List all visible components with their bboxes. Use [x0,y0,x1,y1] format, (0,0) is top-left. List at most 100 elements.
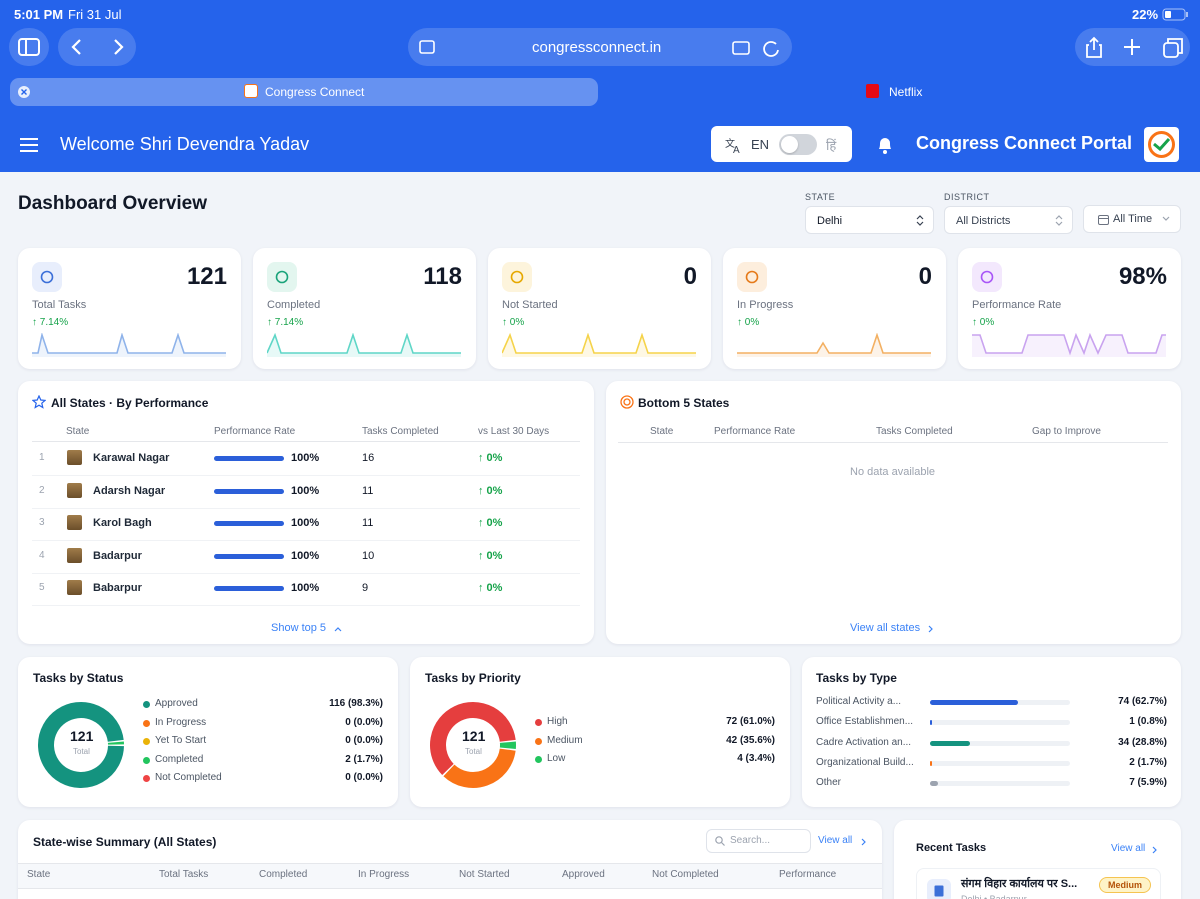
view-all-link[interactable]: View all [1111,843,1146,854]
kpi-sparkline [267,333,461,357]
legend-name: Medium [547,734,583,746]
chevron-up [334,627,342,632]
building-icon [67,515,82,530]
url: congressconnect.in [532,39,662,56]
kpi-change: ↑ 7.14% [267,317,304,328]
priority-card: Tasks by Priority 121 Total High 72 (61.0%) M… [410,657,790,807]
type-bar [930,781,939,787]
district-select[interactable]: All Districts [944,206,1073,234]
legend-dot [143,775,150,782]
state-name: Karawal Nagar [93,452,170,464]
legend-dot [143,756,150,764]
kpi-card: 121 Total Tasks ↑ 7.14% [18,248,241,369]
kpi-label: In Progress [737,299,794,311]
performance-card: All States · By Performance State Performa… [18,381,594,644]
sidebar-icon [18,38,40,56]
kpi-value: 0 [683,263,697,290]
state-name: Babarpur [93,582,142,594]
kpi-icon-glyph [40,270,54,284]
svg-text:A: A [733,145,740,154]
header-divider [32,441,580,442]
kpi-icon-glyph [275,270,289,284]
state-name: Karol Bagh [93,517,152,529]
tasks-completed: 11 [362,517,374,529]
back-forward-icons [71,39,124,55]
battery-level: 22% [1132,7,1159,22]
column-header: Performance [779,869,837,880]
type-value: 1 (0.8%) [1129,716,1167,728]
card-title: Tasks by Type [816,671,897,685]
legend-dot [143,738,150,745]
toggle-knob [781,136,798,153]
period-select[interactable]: All Time [1083,205,1181,233]
search-box[interactable]: Search... [706,829,811,853]
kpi-change: ↑ 0% [737,317,760,328]
calendar-icon [1098,215,1109,225]
kpi-icon-glyph [980,270,994,284]
type-bar [930,740,971,746]
legend-dot [535,719,542,726]
state-select[interactable]: Delhi [805,206,934,234]
building-icon [67,450,82,465]
empty-state: No data available [850,466,936,478]
type-value: 2 (1.7%) [1129,756,1167,768]
view-all-link[interactable]: View all [818,835,853,846]
kpi-sparkline [972,333,1166,357]
period-value: All Time [1113,213,1153,225]
active-tab[interactable] [10,78,598,106]
column-header: Tasks Completed [876,426,953,437]
show-top-link[interactable]: Show top 5 [271,622,327,634]
table-header [18,863,882,889]
rate-value: 100% [291,484,320,497]
view-all-states[interactable]: View all states [850,622,921,634]
types-card: Tasks by Type Political Activity a... 74 (… [802,657,1181,807]
page-title: Dashboard Overview [18,193,208,214]
tab-title[interactable]: Netflix [889,85,923,99]
task-glyph [934,885,944,897]
rate-value: 100% [291,582,320,594]
building-icon [67,580,82,595]
kpi-value: 118 [423,263,462,290]
status-time: 5:01 PM [14,7,64,22]
row-divider [32,540,580,541]
legend-value: 0 (0.0%) [345,735,383,746]
recent-item[interactable]: संगम विहार कार्यालय पर S... Medium Delhi •… [916,868,1161,899]
select-arrows [1055,215,1063,226]
type-track [930,720,1070,726]
sidebar-button[interactable] [9,28,49,66]
legend-name: Low [547,753,566,764]
kpi-label: Completed [267,299,321,311]
legend-value: 0 (0.0%) [345,716,383,728]
select-arrows [916,215,924,226]
battery-icon [1162,8,1188,21]
state-value: Delhi [817,215,843,227]
column-header: Total Tasks [159,869,209,880]
kpi-change: ↑ 0% [972,317,995,328]
type-bar [930,700,1018,705]
row-divider [32,507,580,509]
legend-value: 2 (1.7%) [345,753,383,765]
column-header: Not Started [459,869,510,880]
district-value: All Districts [956,215,1011,227]
kpi-icon-glyph [510,270,524,284]
legend-value: 4 (3.4%) [737,753,775,764]
search-icon [715,836,725,846]
kpi-icon-glyph [745,270,759,284]
tasks-completed: 10 [362,549,375,562]
row-divider [32,475,580,476]
task-meta: Delhi • Badarpur [961,894,1027,899]
donut-total-label: Total [465,747,482,756]
filter-label: STATE [805,192,836,202]
task-title: संगम विहार कार्यालय पर S... [961,878,1078,890]
url-bar[interactable] [408,28,792,66]
legend-value: 0 (0.0%) [345,772,383,783]
kpi-icon [502,262,532,292]
trend: ↑ 0% [478,484,503,497]
card-title: State-wise Summary (All States) [33,835,217,849]
chevron-right [1152,846,1157,854]
legend-name: In Progress [155,716,207,728]
kpi-card: 98% Performance Rate ↑ 0% [958,248,1181,369]
kpi-sparkline [737,333,931,357]
star-icon [32,395,46,409]
type-name: Political Activity a... [816,696,902,707]
